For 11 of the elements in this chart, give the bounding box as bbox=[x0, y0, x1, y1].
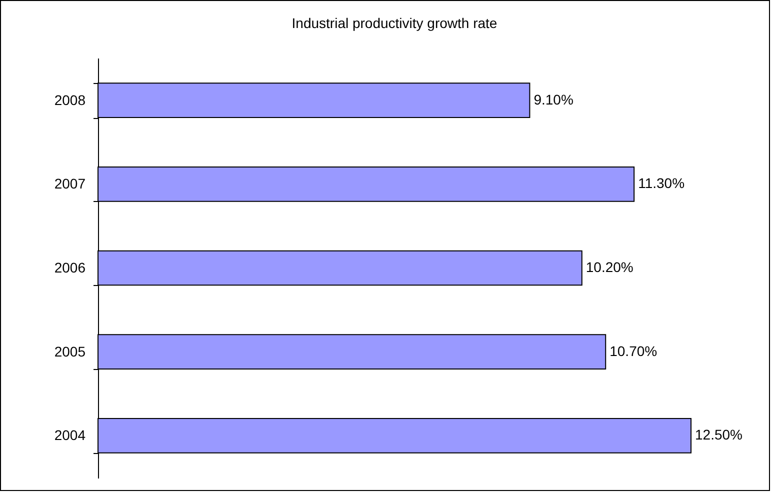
chart-title: Industrial productivity growth rate bbox=[292, 15, 498, 31]
data-label: 12.50% bbox=[695, 426, 742, 443]
data-label: 10.20% bbox=[586, 259, 634, 275]
data-label: 9.10% bbox=[534, 91, 574, 108]
data-label: 11.30% bbox=[638, 175, 685, 192]
data-label: 10.70% bbox=[610, 342, 658, 359]
y-tick-label: 2004 bbox=[54, 427, 86, 444]
y-tick-label: 2008 bbox=[54, 92, 86, 108]
y-tick-label: 2007 bbox=[54, 176, 86, 192]
y-tick-label: 2006 bbox=[54, 260, 86, 276]
y-tick-label: 2005 bbox=[54, 343, 86, 360]
